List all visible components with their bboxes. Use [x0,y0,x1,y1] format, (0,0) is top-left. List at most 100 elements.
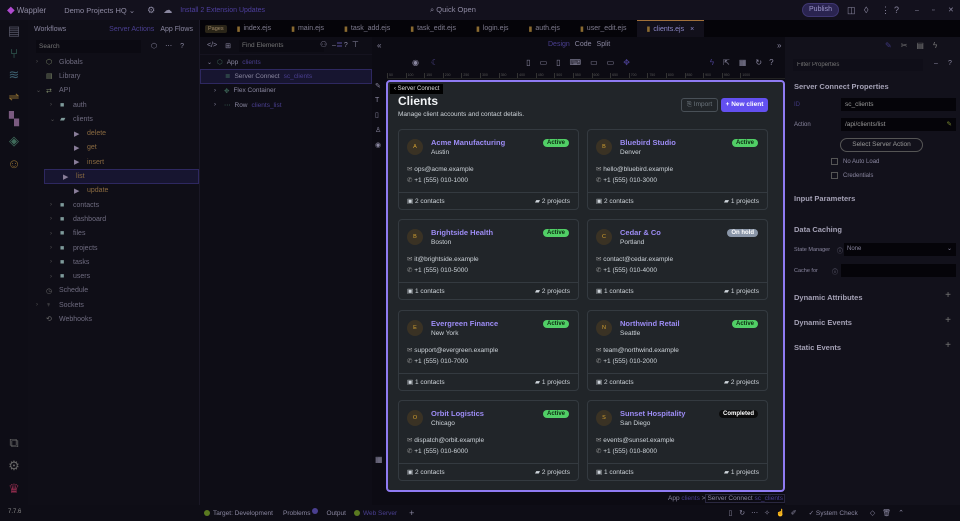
view-design[interactable]: Design [548,41,570,48]
structure-item[interactable]: › ⋯ Row clients_list [200,98,372,112]
collapse-icon[interactable]: – [934,60,938,67]
target-selector[interactable]: Target: Development [213,509,273,517]
device-phone-landscape-icon[interactable]: ▭ [539,58,548,67]
filter-properties-input[interactable] [793,59,923,71]
tab-app-flows[interactable]: App Flows [160,25,193,33]
quick-open[interactable]: ⌕ Quick Open [430,5,476,14]
thumbs-up-icon[interactable]: ☝ [776,510,785,517]
new-client-button[interactable]: + New client [721,98,768,112]
extension-updates-link[interactable]: Install 2 Extension Updates [180,6,266,14]
cloud-icon[interactable]: ☁ [163,4,173,15]
expand-arrow-icon[interactable]: › [50,102,52,109]
tree-item-api[interactable]: ⌄ ⇄ API [28,84,199,98]
dark-mode-icon[interactable]: ☾ [430,58,439,67]
client-card[interactable]: E Evergreen Finance New York Active ✉ su… [398,309,579,391]
layers-icon[interactable]: ◈ [9,133,19,148]
view-split[interactable]: Split [596,41,611,48]
events-icon[interactable]: ϟ [932,41,938,50]
brush-icon[interactable]: ✐ [790,510,797,517]
expand-arrow-icon[interactable]: › [36,302,38,309]
structure-item[interactable]: ⌄ ⬡ App clients [200,55,372,69]
grid-toggle-icon[interactable]: ▦ [375,455,383,464]
client-name[interactable]: Evergreen Finance [431,318,499,328]
structure-item[interactable]: › ✥ Flex Container [200,84,372,98]
dynamic-attributes-heading[interactable]: Dynamic Attributes [794,293,863,302]
select-server-action-button[interactable]: Select Server Action [840,138,923,152]
lightning-icon[interactable]: ϟ [709,58,715,67]
action-field[interactable]: /api/clients/list ✎ [841,118,956,131]
more-icon[interactable]: ⋯ [751,510,759,517]
eraser-icon[interactable]: ◇ [869,510,876,517]
tab-task_add[interactable]: ▮ task_add.ejs [334,20,400,37]
checkbox-box[interactable] [831,158,838,165]
css-icon[interactable]: ▤ [916,41,924,50]
trash-icon[interactable]: 🗑 [882,510,892,517]
expand-arrow-icon[interactable]: › [50,245,52,251]
tree-item-get[interactable]: ▶ get [28,141,199,155]
client-name[interactable]: Northwind Retail [620,318,680,328]
list-icon[interactable]: ≣ [336,40,343,49]
publish-button[interactable]: Publish [802,3,839,17]
settings-icon[interactable]: ⚙ [8,458,20,473]
state-manager-select[interactable]: None ⌄ [844,243,956,256]
extensions-icon[interactable]: ⧉ [9,435,19,450]
minimize-icon[interactable]: – [915,6,919,14]
structure-item[interactable]: ≣ Server Connect sc_clients [200,69,372,84]
expand-arrow-icon[interactable]: › [50,230,52,237]
tree-item-projects[interactable]: › ■ projects [28,241,199,255]
dynamic-events-heading[interactable]: Dynamic Events [794,318,852,327]
expand-arrow-icon[interactable]: ⌄ [207,59,213,66]
client-card[interactable]: B Brightside Health Boston Active ✉ it@b… [398,219,579,301]
tab-login[interactable]: ▮ login.ejs [466,20,519,37]
pages-icon[interactable]: ▤ [7,23,21,38]
text-icon[interactable]: T [375,97,380,104]
problems-tab[interactable]: Problems [282,509,311,517]
client-card[interactable]: O Orbit Logistics Chicago Active ✉ dispa… [398,399,579,481]
page-canvas[interactable]: ‹ Server Connect Clients Manage client a… [386,80,785,492]
collapse-icon[interactable]: – [332,42,336,49]
theme-drop-icon[interactable]: ◊ [864,5,869,15]
add-icon[interactable]: + [945,315,951,326]
tree-item-dashboard[interactable]: › ■ dashboard [28,212,199,226]
id-field[interactable]: sc_clients [841,98,956,111]
client-card[interactable]: B Bluebird Studio Denver Active ✉ hello@… [587,129,768,210]
tree-item-webhooks[interactable]: ⟲ Webhooks [28,312,199,326]
tab-index[interactable]: ▮ index.ejs [227,20,282,37]
search-input[interactable] [36,39,141,53]
sitemap-icon[interactable]: ⊤ [351,40,359,49]
import-button[interactable]: ⎘ Import [681,98,718,112]
add-icon[interactable]: + [945,290,951,301]
tree-item-contacts[interactable]: › ■ contacts [28,198,199,212]
eye-icon[interactable]: ◉ [375,142,382,149]
device-icon[interactable]: ▯ [728,510,733,517]
export-icon[interactable]: ⇱ [723,58,730,67]
expand-arrow-icon[interactable]: ⌄ [36,88,42,95]
expand-arrow-icon[interactable]: › [214,87,216,94]
tab-clients[interactable]: ▮ clients.ejs × [636,20,705,37]
tree-item-list[interactable]: ▶ list [44,169,199,184]
project-selector[interactable]: Demo Projects HQ ⌄ [64,6,135,15]
gear-icon[interactable]: ⚙ [147,4,156,15]
cache-for-input[interactable] [841,264,956,277]
mouse-icon[interactable]: ▯ [375,112,379,119]
find-elements-input[interactable] [239,39,324,52]
device-laptop-icon[interactable]: ⌨ [569,58,582,67]
device-phone-icon[interactable]: ▯ [526,58,531,67]
grid-icon[interactable]: ▦ [738,58,747,67]
client-card[interactable]: A Acme Manufacturing Austin Active ✉ ops… [398,129,579,210]
tree-item-delete[interactable]: ▶ delete [28,126,199,140]
close-icon[interactable]: ✕ [948,7,954,14]
help-icon[interactable]: ? [343,42,348,49]
client-name[interactable]: Bluebird Studio [620,138,676,147]
robot-icon[interactable]: ⚇ [320,40,328,49]
tree-item-globals[interactable]: › ⬡ Globals [28,55,199,69]
tree-item-auth[interactable]: › ■ auth [28,98,199,112]
tab-auth[interactable]: ▮ auth.ejs [519,20,570,37]
no-auto-load-checkbox[interactable]: No Auto Load [831,158,879,165]
client-card[interactable]: C Cedar & Co Portland On hold ✉ contact@… [587,219,768,301]
client-name[interactable]: Sunset Hospitality [620,408,686,418]
output-tab[interactable]: Output [326,509,346,517]
tree-item-clients[interactable]: ⌄ ▰ clients [28,112,199,126]
move-icon[interactable]: ✥ [623,58,630,67]
device-desktop-icon[interactable]: ▭ [590,58,598,67]
